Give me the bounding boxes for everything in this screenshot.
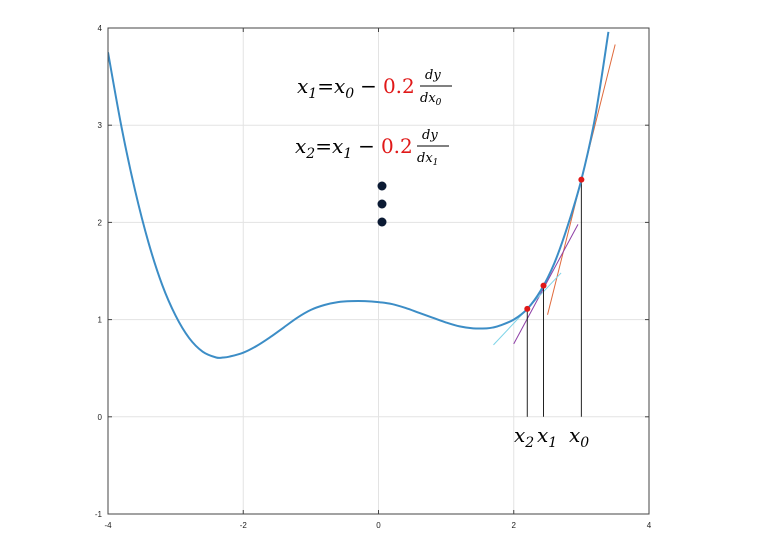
label-x1-sub: 1 — [548, 435, 557, 451]
eq1-coef: 0.2 — [383, 74, 415, 98]
y-tick-label: 0 — [98, 413, 103, 422]
y-tick-label: -1 — [95, 510, 103, 519]
ellipsis-dot-top — [377, 181, 387, 191]
eq2-coef: 0.2 — [381, 134, 413, 158]
eq1-lhs-sub: 1 — [308, 86, 317, 102]
y-tick-label: 3 — [98, 121, 103, 130]
ellipsis-dot-bottom — [377, 217, 387, 227]
eq2-minus: − — [358, 134, 375, 158]
eq1-denominator: dx — [420, 91, 436, 106]
x-tick-label: -2 — [240, 521, 248, 530]
iterate-points — [524, 176, 585, 312]
svg-text:x0: x0 — [569, 423, 589, 451]
eq1-denominator-sub: 0 — [436, 98, 442, 108]
ellipsis-dots — [377, 181, 387, 227]
eq2-denominator-sub: 1 — [433, 158, 439, 168]
label-x2-sub: 2 — [524, 435, 534, 451]
svg-text:dx0: dx0 — [420, 91, 442, 108]
y-tick-label: 2 — [98, 218, 103, 227]
svg-text:x2: x2 — [514, 423, 534, 451]
eq2-rhs-sub: 1 — [343, 146, 352, 162]
curve-layer — [108, 31, 610, 359]
x-tick-label: 2 — [512, 521, 517, 530]
point-x_0 — [578, 176, 585, 183]
drop-lines — [526, 179, 582, 417]
eq1-rhs: x — [334, 74, 345, 98]
svg-text:x2=x1−0.2: x2=x1−0.2 — [295, 134, 413, 162]
eq1-rhs-sub: 0 — [345, 86, 354, 102]
equation-2: x2=x1−0.2 dy dx1 — [295, 128, 449, 168]
eq2-rhs: x — [332, 134, 343, 158]
label-x1: x — [537, 423, 548, 447]
svg-text:x1: x1 — [537, 423, 557, 451]
label-x2: x — [514, 423, 525, 447]
eq1-lhs: x — [297, 74, 308, 98]
eq2-denominator: dx — [417, 151, 433, 166]
equation-1: x1=x0−0.2 dy dx0 — [297, 68, 452, 108]
x-tick-label: -4 — [104, 521, 112, 530]
y-tick-label: 4 — [98, 24, 103, 33]
eq1-minus: − — [360, 74, 377, 98]
svg-text:dx1: dx1 — [417, 151, 438, 168]
y-tick-label: 1 — [98, 316, 103, 325]
svg-text:x1=x0−0.2: x1=x0−0.2 — [297, 74, 415, 102]
x-tick-label: 4 — [647, 521, 652, 530]
x-tick-label: 0 — [376, 521, 381, 530]
eq1-numerator: dy — [425, 68, 441, 83]
point-x_2 — [524, 305, 531, 312]
eq2-numerator: dy — [422, 128, 438, 143]
eq2-lhs-sub: 2 — [305, 146, 315, 162]
label-x0: x — [569, 423, 580, 447]
function-curve — [108, 31, 610, 359]
label-x0-sub: 0 — [580, 435, 589, 451]
point-x_1 — [540, 282, 547, 289]
ellipsis-dot-middle — [377, 199, 387, 209]
eq1-equals: = — [317, 74, 334, 98]
iterate-labels: x2 x1 x0 — [514, 423, 589, 451]
eq2-lhs: x — [295, 134, 306, 158]
eq2-equals: = — [315, 134, 332, 158]
